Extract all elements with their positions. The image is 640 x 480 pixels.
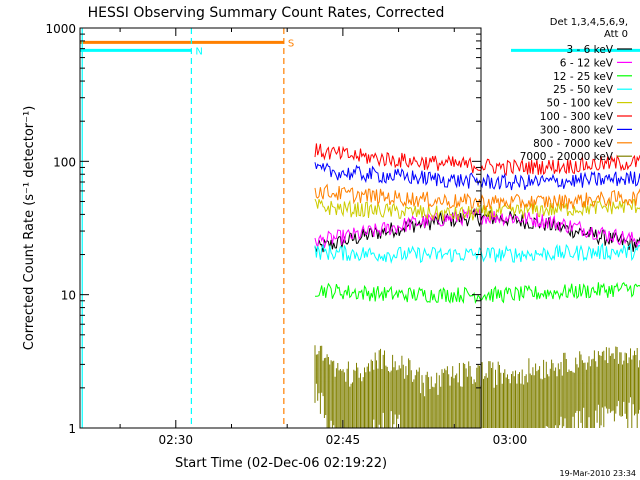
overlay-layer: SN	[80, 38, 640, 57]
series-2	[315, 281, 640, 304]
x-tick-label-1: 02:45	[326, 433, 361, 447]
series-layer	[314, 143, 640, 428]
series-trace-5	[314, 143, 640, 176]
legend-label-2: 12 - 25 keV	[553, 71, 614, 83]
series-6	[314, 162, 640, 191]
y-tick-label-0: 1	[68, 422, 76, 436]
legend-header-1: Att 0	[604, 29, 628, 40]
plot-frame	[79, 27, 482, 429]
series-4	[314, 198, 640, 221]
series-trace-8	[314, 345, 640, 428]
legend-label-7: 800 - 7000 keV	[533, 138, 614, 150]
y-tick-label-1: 10	[61, 289, 76, 303]
series-0	[314, 207, 640, 253]
x-tick-label-0: 02:30	[158, 433, 193, 447]
series-trace-6	[314, 162, 640, 191]
chart-title: HESSI Observing Summary Count Rates, Cor…	[88, 5, 445, 21]
y-tick-label-3: 1000	[45, 22, 76, 36]
series-trace-4	[314, 198, 640, 221]
series-trace-1	[314, 208, 640, 250]
legend-label-8: 7000 - 20000 keV	[520, 151, 614, 163]
series-trace-3	[314, 242, 640, 264]
legend-label-4: 50 - 100 keV	[546, 98, 613, 110]
x-tick-label-2: 03:00	[493, 433, 528, 447]
overlay-label-0: S	[288, 38, 294, 49]
footer-stamp: 19-Mar-2010 23:34	[560, 469, 637, 478]
x-axis-label: Start Time (02-Dec-06 02:19:22)	[175, 456, 387, 471]
legend-header-0: Det 1,3,4,5,6,9,	[550, 17, 628, 28]
y-axis: 1 10 100 1000	[45, 22, 481, 436]
vline-layer	[81, 28, 285, 428]
overlay-label-1: N	[195, 46, 202, 57]
series-trace-2	[315, 281, 640, 304]
series-trace-7	[314, 183, 640, 211]
legend-label-5: 100 - 300 keV	[540, 111, 614, 123]
legend-label-6: 300 - 800 keV	[540, 124, 614, 136]
series-8	[314, 345, 640, 428]
legend-label-3: 25 - 50 keV	[553, 84, 614, 96]
series-3	[314, 242, 640, 264]
legend-label-0: 3 - 6 keV	[566, 44, 613, 56]
series-7	[314, 183, 640, 211]
y-tick-label-2: 100	[53, 155, 76, 169]
series-trace-0	[314, 207, 640, 253]
y-axis-label: Corrected Count Rate (s⁻¹ detector⁻¹)	[22, 106, 37, 351]
series-5	[314, 143, 640, 176]
legend-label-1: 6 - 12 keV	[560, 57, 614, 69]
series-1	[314, 208, 640, 250]
